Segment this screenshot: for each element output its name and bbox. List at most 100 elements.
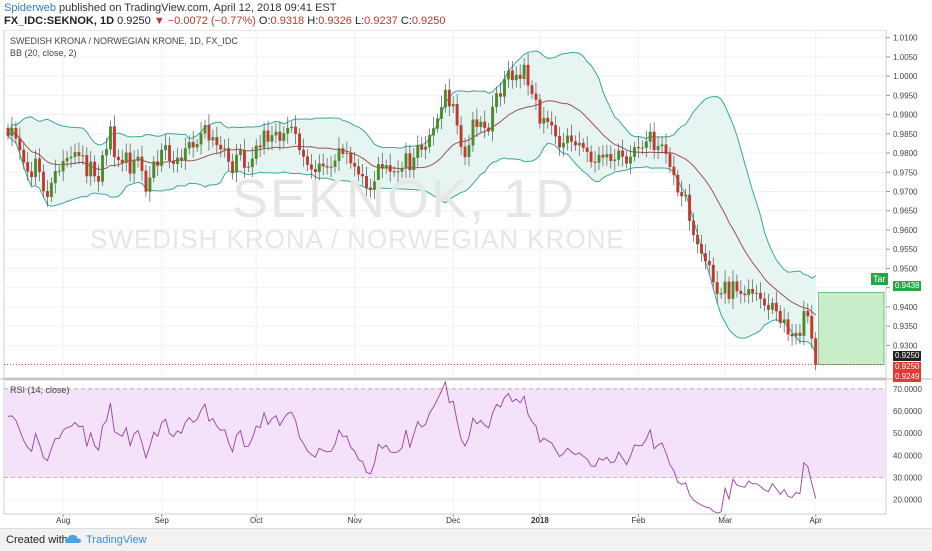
candle-body <box>495 93 499 108</box>
candle-body <box>597 154 601 163</box>
candle-body <box>97 175 101 182</box>
candle-body <box>175 157 179 164</box>
candle-body <box>644 141 648 148</box>
price-axis-tick-label: 0.9300 <box>893 341 918 350</box>
ohlc-line: FX_IDC:SEKNOK, 1D 0.9250 ▼ −0.0072 (−0.7… <box>4 15 446 27</box>
candle-body <box>242 150 246 168</box>
candle-body <box>522 64 526 79</box>
candle-body <box>345 152 349 154</box>
chart-canvas[interactable]: 1.0100 1.0050 1.0000 0.9950 0.9900 0.9850 0.98… <box>0 30 932 528</box>
candle-body <box>207 125 211 141</box>
change-value: −0.0072 (−0.77%) <box>167 15 256 27</box>
candle-body <box>89 161 93 177</box>
candle-body <box>65 157 69 162</box>
candle-body <box>774 302 778 312</box>
candle-body <box>514 74 518 81</box>
candle-body <box>160 149 164 166</box>
candle-body <box>629 156 632 164</box>
candle-body <box>30 171 34 178</box>
candle-body <box>309 164 313 170</box>
candle-body <box>203 125 207 134</box>
candle-body <box>333 160 337 168</box>
candle-body <box>467 145 471 158</box>
candle-body <box>814 338 818 365</box>
candle-body <box>400 168 404 172</box>
candle-body <box>412 157 416 171</box>
candle-body <box>680 192 684 197</box>
time-axis-label: Feb <box>632 516 646 525</box>
bollinger-upper-band <box>7 50 816 279</box>
candle-body <box>786 319 790 335</box>
candle-body <box>703 253 707 262</box>
rsi-indicator-title[interactable]: RSI (14, close) <box>10 385 70 395</box>
time-axis-label: Nov <box>348 516 362 525</box>
rsi-axis-tick-label: 50.0000 <box>893 429 922 438</box>
candle-body <box>562 142 565 148</box>
candle-body <box>321 163 325 167</box>
candle-body <box>755 292 759 294</box>
candle-body <box>609 154 613 161</box>
candle-body <box>329 166 333 168</box>
bollinger-lower-band <box>7 135 817 355</box>
candle-body <box>22 149 26 163</box>
candle-body <box>305 156 309 165</box>
candle-body <box>124 152 128 163</box>
candle-body <box>408 153 412 171</box>
candle-body <box>108 126 112 150</box>
rsi-axis-tick-label: 30.0000 <box>893 473 922 482</box>
candle-body <box>735 281 739 292</box>
time-axis-label: Sep <box>155 516 170 525</box>
high-value: 0.9326 <box>318 15 352 27</box>
candle-body <box>577 142 581 146</box>
author-link[interactable]: Spiderweb <box>4 2 56 14</box>
candle-body <box>69 156 73 159</box>
price-axis-tick-label: 0.9500 <box>893 264 918 273</box>
candle-body <box>770 302 774 310</box>
candle-body <box>148 177 152 192</box>
time-axis-label: Oct <box>250 516 263 525</box>
candle-body <box>566 135 569 144</box>
candle-body <box>483 121 487 128</box>
candle-body <box>61 160 65 172</box>
candle-body <box>625 156 629 164</box>
tradingview-link[interactable]: TradingView <box>86 534 147 546</box>
candle-body <box>10 127 14 136</box>
candle-body <box>723 281 727 294</box>
candle-body <box>392 171 396 173</box>
candle-body <box>101 155 105 182</box>
symbol-watermark: SEKNOK, 1D <box>232 169 577 229</box>
candle-body <box>806 310 810 317</box>
candle-body <box>132 160 136 174</box>
ask-price-tag: 0.9249 <box>893 372 922 382</box>
candle-body <box>751 289 755 294</box>
candle-body <box>676 174 680 193</box>
price-axis-tick-label: 0.9800 <box>893 149 918 158</box>
candle-body <box>388 165 392 172</box>
target-projection-box <box>818 291 885 365</box>
candle-body <box>664 144 668 154</box>
price-axis-tick-label: 0.9700 <box>893 188 918 197</box>
candle-body <box>660 144 664 147</box>
bb-indicator-title[interactable]: BB (20, close, 2) <box>10 48 77 58</box>
candle-body <box>14 127 18 139</box>
candle-body <box>585 147 589 153</box>
candle-body <box>684 194 688 197</box>
open-label: O: <box>258 15 271 27</box>
rsi-line <box>7 380 817 514</box>
candle-body <box>152 161 156 178</box>
candle-body <box>49 182 53 198</box>
time-axis-label: Dec <box>446 516 460 525</box>
candle-body <box>116 156 120 161</box>
candle-body <box>510 70 514 81</box>
candle-body <box>605 154 609 158</box>
candle-body <box>156 161 160 166</box>
candle-body <box>463 146 467 158</box>
rsi-band-fill <box>4 388 886 478</box>
candle-body <box>420 145 424 150</box>
candle-body <box>183 148 187 161</box>
candle-body <box>558 135 562 148</box>
candle-body <box>782 319 786 323</box>
candle-body <box>140 156 144 171</box>
candle-body <box>57 170 61 173</box>
candle-body <box>538 99 542 124</box>
